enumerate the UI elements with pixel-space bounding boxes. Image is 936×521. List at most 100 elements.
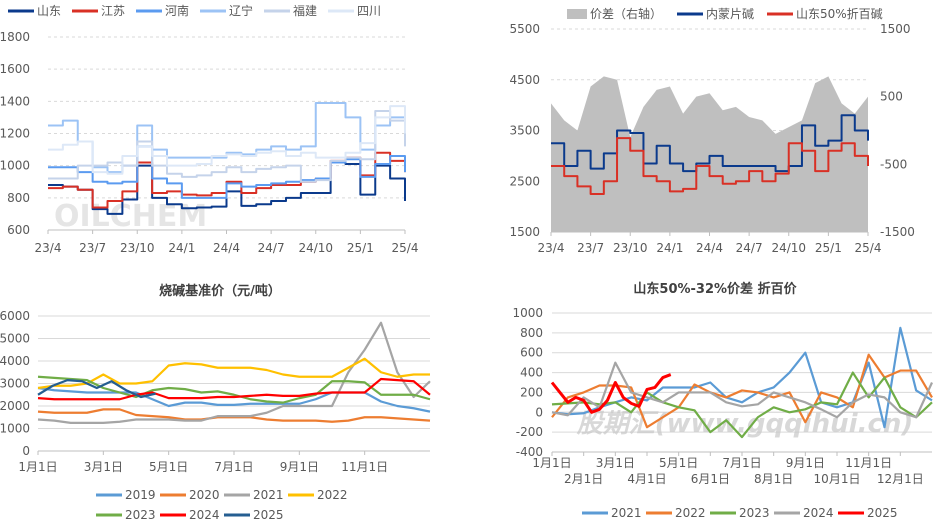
legend-label: 2021 <box>253 488 284 502</box>
y-tick-label: 1600 <box>0 62 30 76</box>
y-tick-label: 5000 <box>0 332 30 346</box>
y-tick-label: 800 <box>520 326 543 340</box>
legend-item: 山东50%折百碱 <box>767 6 883 21</box>
y-tick-label: 4500 <box>509 73 540 87</box>
legend-item: 2025 <box>838 506 898 520</box>
series-line-2021 <box>37 321 431 424</box>
legend-label: 2024 <box>189 508 220 521</box>
x-tick-label: 7月1日 <box>722 456 761 470</box>
x-tick-label: 24/7 <box>258 241 285 255</box>
y-tick-label: 0 <box>22 444 30 458</box>
y-right-tick-label: 500 <box>880 90 903 104</box>
y-tick-label: 3500 <box>509 124 540 138</box>
y-tick-label: 1800 <box>0 30 30 44</box>
legend-item: 2022 <box>288 488 348 502</box>
watermark: OILCHEM <box>54 199 207 234</box>
series-line-辽宁 <box>48 101 406 174</box>
series-line-2025 <box>37 379 156 399</box>
x-tick-label: 9月1日 <box>786 456 825 470</box>
series-line-2022 <box>37 357 430 390</box>
x-tick-label: 4月1日 <box>627 472 666 486</box>
x-tick-label: 10月1日 <box>814 472 861 486</box>
x-tick-label: 7月1日 <box>214 460 253 474</box>
x-tick-label: 25/1 <box>347 241 374 255</box>
legend-item: 2022 <box>646 506 706 520</box>
series-line-内蒙片碱 <box>551 114 869 173</box>
legend-item: 2023 <box>710 506 770 520</box>
legend-label: 2021 <box>611 506 642 520</box>
x-tick-label: 8月1日 <box>754 472 793 486</box>
y-tick-label: 0 <box>535 405 543 419</box>
y-tick-label: 1000 <box>512 306 543 320</box>
x-tick-label: 9月1日 <box>280 460 319 474</box>
x-tick-label: 5月1日 <box>659 456 698 470</box>
legend-item: 2019 <box>96 488 156 502</box>
chart-c2: 1500 2500 3500 4500 5500 -1500 -500 500 1500 23/4… <box>509 6 914 255</box>
y-tick-label: 1000 <box>0 422 30 436</box>
chart-title: 山东50%-32%价差 折百价 <box>633 281 797 297</box>
y-tick-label: 600 <box>7 223 30 237</box>
y-tick-label: 400 <box>520 366 543 380</box>
x-tick-label: 25/4 <box>392 241 419 255</box>
series-line-河南 <box>48 145 406 199</box>
series-line-2023 <box>37 375 431 404</box>
x-tick-label: 11月1日 <box>845 456 892 470</box>
legend-label: 2019 <box>125 488 156 502</box>
y-tick-label: 1400 <box>0 94 30 108</box>
series-line-2024 <box>37 377 431 401</box>
x-tick-label: 23/7 <box>577 241 604 255</box>
y-tick-label: 1200 <box>0 127 30 141</box>
chart-c4: 山东50%-32%价差 折百价 -400 -200 0 200 400 600 800 1000… <box>512 281 934 520</box>
x-tick-label: 23/4 <box>538 241 565 255</box>
x-tick-label: 3月1日 <box>84 460 123 474</box>
x-tick-label: 24/4 <box>696 241 723 255</box>
legend-label: 2022 <box>317 488 348 502</box>
series-line-山东 <box>48 161 406 215</box>
legend-item: 2020 <box>160 488 220 502</box>
legend-label: 2025 <box>867 506 898 520</box>
y-tick-label: -200 <box>516 425 543 439</box>
x-tick-label: 25/1 <box>815 241 842 255</box>
legend-item: 内蒙片碱 <box>677 7 754 21</box>
series-line-2025 <box>550 373 672 414</box>
chart-title: 烧碱基准价（元/吨） <box>159 283 281 299</box>
x-tick-label: 24/1 <box>656 241 683 255</box>
legend-label: 山东 <box>37 4 61 18</box>
series-line-四川 <box>48 105 406 175</box>
x-tick-label: 24/1 <box>168 241 195 255</box>
legend-item: 辽宁 <box>200 3 253 18</box>
y-tick-label: 2000 <box>0 399 30 413</box>
x-tick-label: 23/10 <box>120 241 155 255</box>
chart-c1: 600 800 1000 1200 1400 1600 1800 23/4 23/7 23/10 2… <box>0 3 418 255</box>
x-tick-label: 25/4 <box>855 241 882 255</box>
legend-item: 2021 <box>582 506 642 520</box>
x-tick-label: 12月1日 <box>877 472 924 486</box>
legend-label: 山东50%折百碱 <box>796 6 883 21</box>
y-tick-label: 1500 <box>509 225 540 239</box>
legend-label: 2023 <box>739 506 770 520</box>
y-tick-label: 200 <box>520 385 543 399</box>
legend-swatch <box>567 9 587 19</box>
x-tick-label: 2月1日 <box>564 472 603 486</box>
legend-item: 价差（右轴） <box>567 6 662 21</box>
y-right-tick-label: -1500 <box>880 225 915 239</box>
y-right-tick-label: -500 <box>880 157 907 171</box>
area-series-spread <box>551 76 868 232</box>
x-tick-label: 24/7 <box>736 241 763 255</box>
x-tick-label: 11月1日 <box>341 460 388 474</box>
x-tick-label: 23/4 <box>35 241 62 255</box>
legend-label: 江苏 <box>101 4 125 18</box>
x-tick-label: 24/10 <box>771 241 806 255</box>
legend-item: 2024 <box>160 508 220 521</box>
legend-item: 2023 <box>96 508 156 521</box>
series-line-2023 <box>551 371 933 439</box>
y-tick-label: 1000 <box>0 159 30 173</box>
x-tick-label: 3月1日 <box>596 456 635 470</box>
x-tick-label: 23/7 <box>79 241 106 255</box>
y-tick-label: 4000 <box>0 354 30 368</box>
legend-item: 2024 <box>774 506 834 520</box>
legend-label: 2024 <box>803 506 834 520</box>
legend-item: 福建 <box>264 3 317 18</box>
y-tick-label: 6000 <box>0 309 30 323</box>
